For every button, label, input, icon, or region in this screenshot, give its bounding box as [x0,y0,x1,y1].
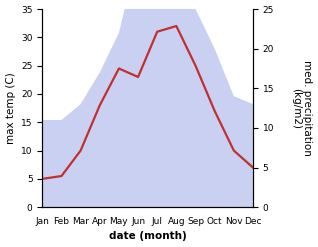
Y-axis label: max temp (C): max temp (C) [5,72,16,144]
X-axis label: date (month): date (month) [109,231,187,242]
Y-axis label: med. precipitation
(kg/m2): med. precipitation (kg/m2) [291,60,313,156]
